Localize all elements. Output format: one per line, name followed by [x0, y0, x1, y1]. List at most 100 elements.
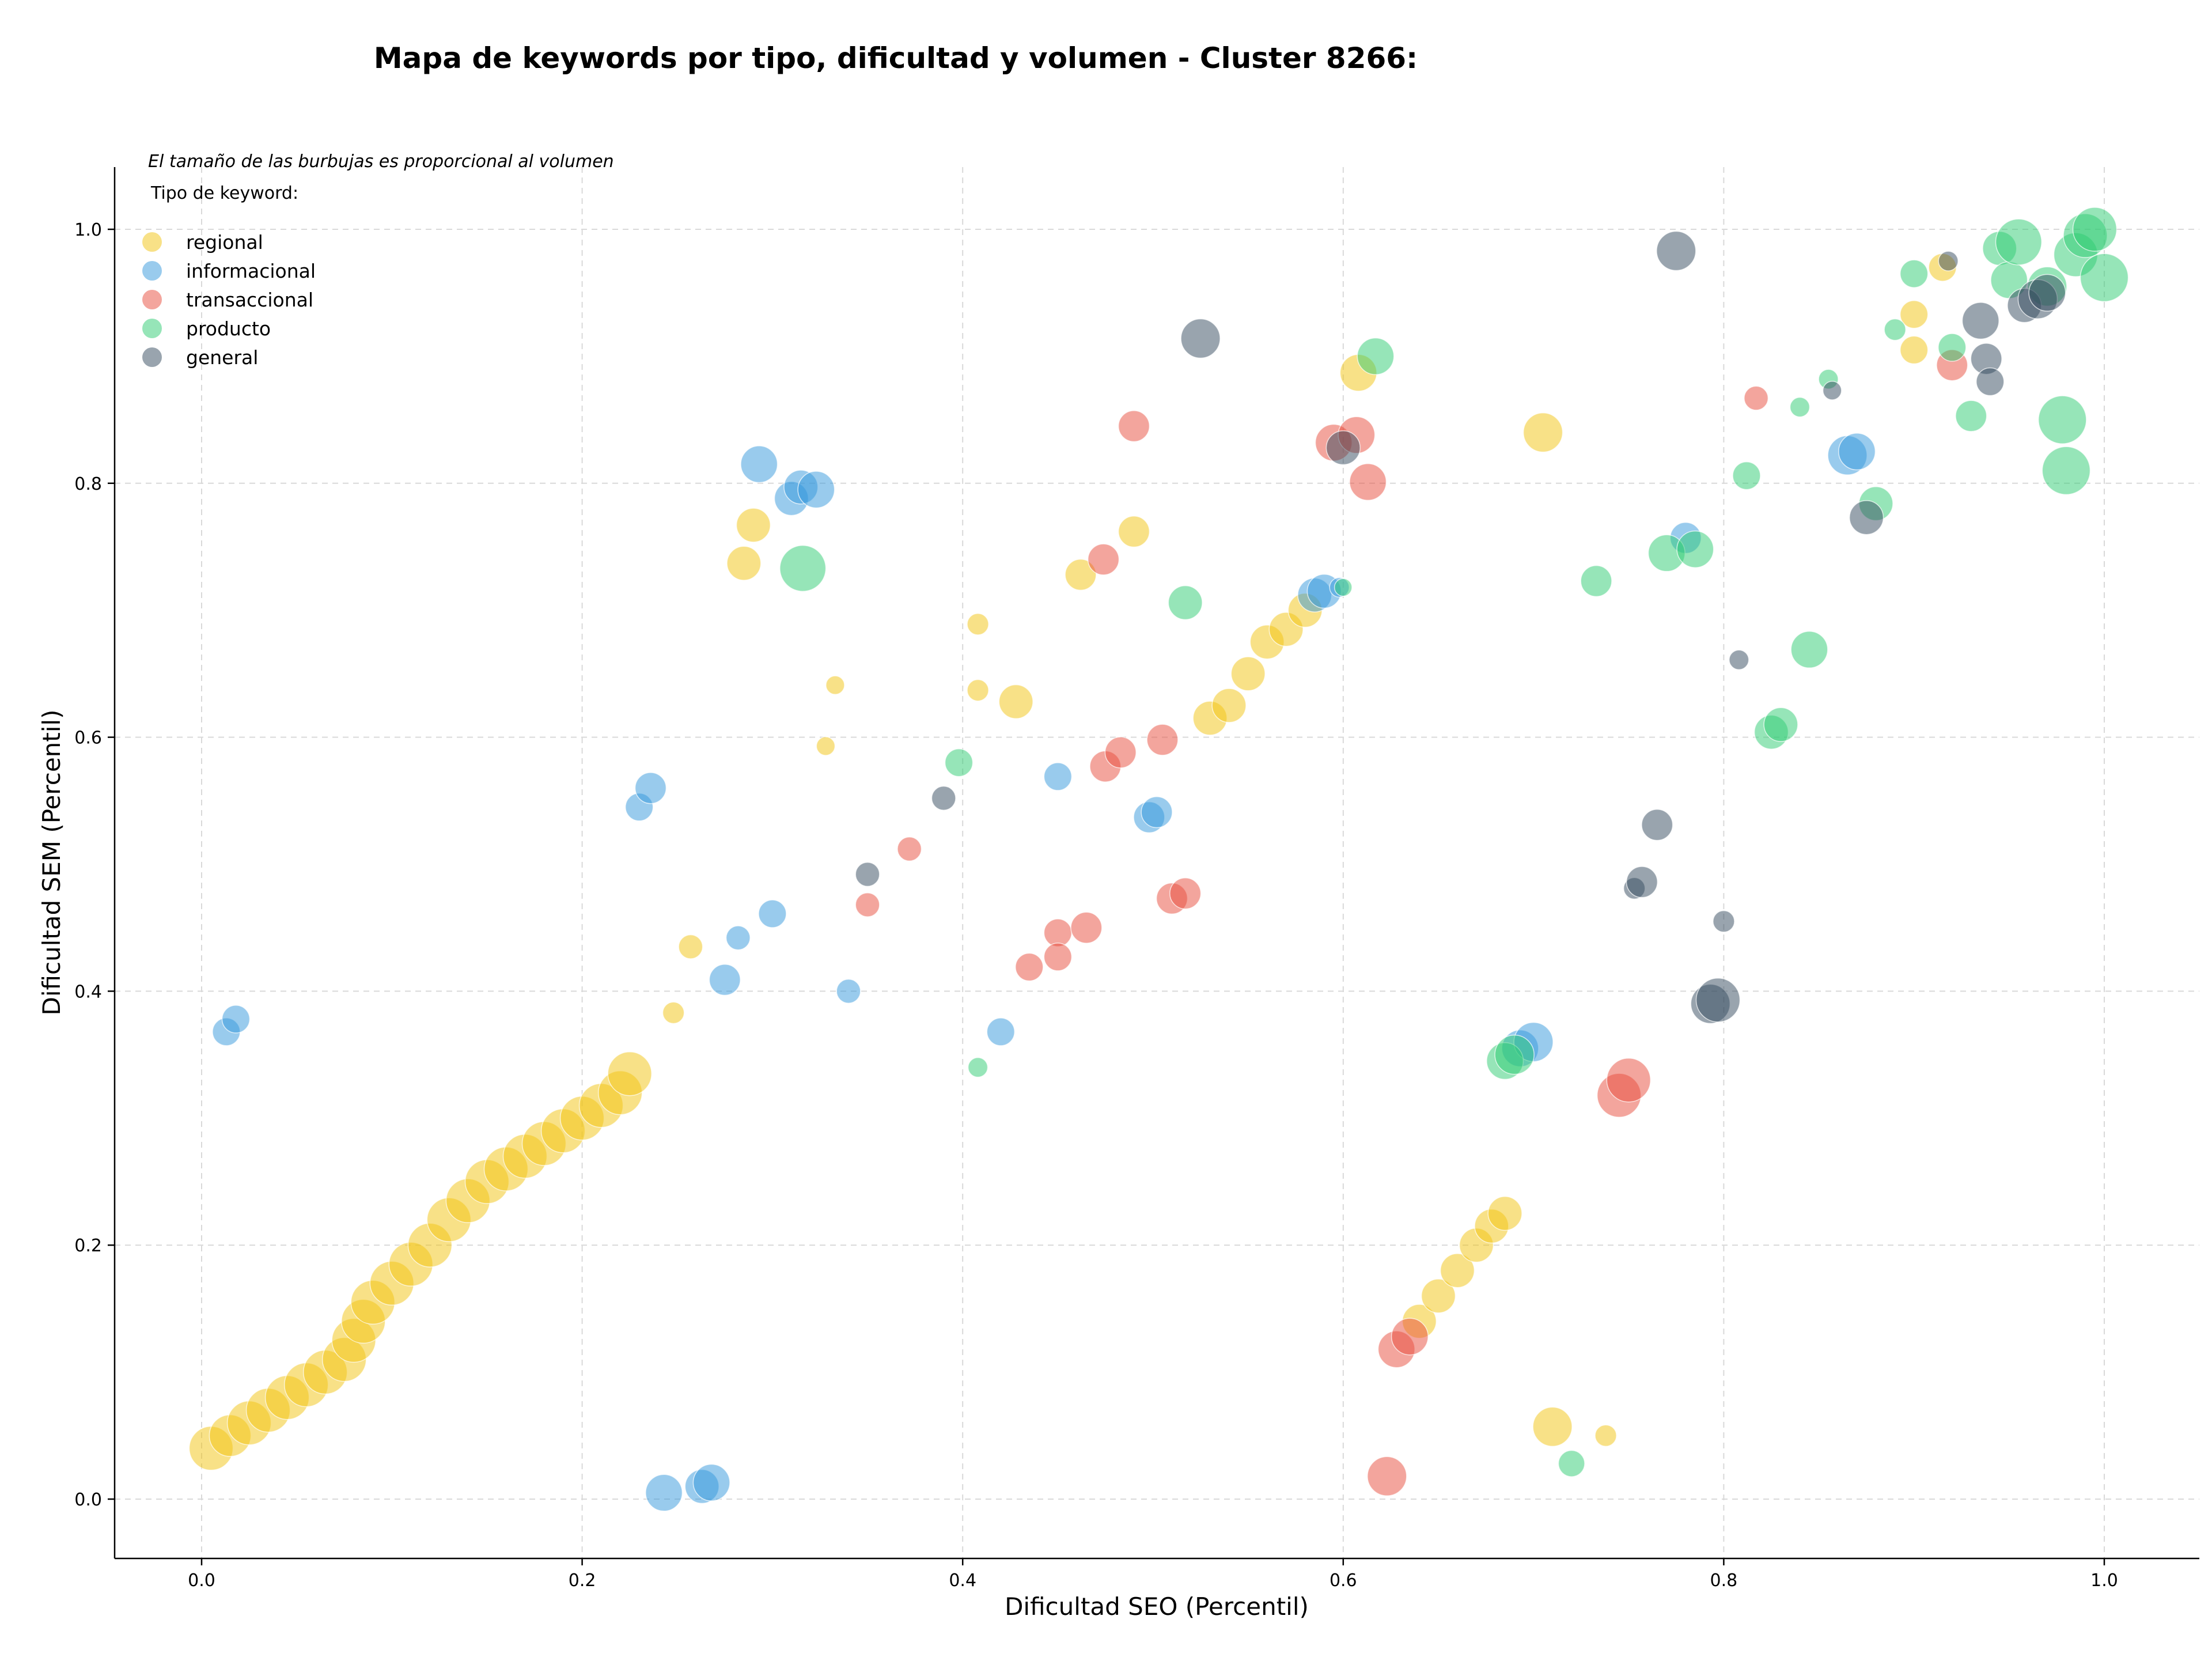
bubble-regional: [1899, 335, 1929, 365]
bubble-regional: [662, 1001, 685, 1024]
y-tick-label: 0.2: [74, 1236, 102, 1256]
bubble-size-note: El tamaño de las burbujas es proporciona…: [148, 152, 614, 172]
bubble-regional: [825, 675, 845, 695]
bubble-regional: [967, 679, 989, 702]
bubble-general: [1325, 430, 1361, 466]
bubble-transaccional: [1367, 1456, 1407, 1497]
x-tick-label: 0.4: [949, 1571, 976, 1591]
legend: Tipo de keyword: regional informacional tr…: [142, 183, 316, 369]
bubble-regional: [1421, 1278, 1456, 1314]
bubble-regional: [1522, 412, 1563, 453]
bubble-transaccional: [1118, 410, 1150, 442]
bubble-transaccional: [1391, 1318, 1429, 1356]
bubble-general: [1961, 302, 1999, 340]
bubble-transaccional: [1043, 918, 1073, 947]
bubble-general: [1641, 809, 1673, 841]
bubble-producto: [1763, 707, 1798, 742]
series-regional: [188, 253, 1957, 1471]
y-tick-label: 1.0: [74, 220, 102, 240]
bubble-general: [855, 862, 880, 887]
bubble-regional: [1487, 1195, 1522, 1231]
y-tick-label: 0.4: [74, 982, 102, 1002]
bubble-transaccional: [1146, 724, 1179, 756]
bubble-regional: [1065, 558, 1097, 591]
legend-marker: [142, 290, 162, 309]
bubble-informacional: [725, 925, 751, 951]
bubble-producto: [2041, 446, 2091, 495]
bubbles: [188, 207, 2129, 1512]
bubble-producto: [1357, 337, 1395, 375]
legend-marker: [142, 261, 162, 281]
bubble-regional: [678, 934, 703, 959]
bubble-producto: [1558, 1450, 1585, 1477]
bubble-producto: [1732, 461, 1761, 490]
bubble-producto: [779, 544, 827, 592]
bubble-transaccional: [1087, 543, 1120, 576]
bubble-regional: [726, 546, 762, 581]
axes: [113, 167, 2199, 1560]
bubble-transaccional: [1043, 943, 1073, 971]
bubble-general: [1976, 367, 2005, 396]
bubble-informacional: [221, 1005, 251, 1034]
bubble-producto: [967, 1057, 988, 1078]
legend-item-regional: regional: [142, 231, 263, 253]
chart-title: Mapa de keywords por tipo, dificultad y …: [374, 41, 1418, 75]
bubble-regional: [1440, 1253, 1475, 1288]
bubble-informacional: [1141, 796, 1173, 828]
bubble-informacional: [1838, 433, 1876, 471]
bubble-regional: [736, 508, 771, 543]
bubble-general: [1713, 910, 1735, 933]
y-tick-label: 0.8: [74, 474, 102, 494]
y-tick-label: 0.0: [74, 1490, 102, 1510]
bubble-producto: [1938, 333, 1967, 362]
legend-title: Tipo de keyword:: [150, 183, 298, 203]
bubble-informacional: [986, 1017, 1016, 1046]
bubble-producto: [1790, 630, 1828, 669]
ticks: 0.0 0.2 0.4 0.6 0.8 1.0 0.0 0.2 0.4 0.6 0.8 1.0: [74, 220, 2118, 1591]
bubble-regional: [1899, 300, 1929, 329]
bubble-producto: [944, 748, 974, 777]
bubble-informacional: [758, 899, 787, 928]
bubble-producto: [2080, 253, 2129, 302]
legend-marker: [142, 319, 162, 338]
bubble-informacional: [797, 471, 835, 509]
bubble-producto: [1955, 400, 1987, 432]
bubble-transaccional: [1349, 463, 1387, 501]
bubble-producto: [1580, 565, 1612, 597]
bubble-general: [1822, 381, 1842, 400]
bubble-transaccional: [1606, 1057, 1652, 1103]
bubble-transaccional: [1015, 952, 1044, 982]
bubble-regional: [1211, 688, 1247, 723]
bubble-informacional: [1043, 762, 1073, 791]
bubble-transaccional: [1104, 736, 1137, 769]
bubble-producto: [1494, 1034, 1535, 1075]
x-tick-label: 1.0: [2090, 1571, 2118, 1591]
y-axis-label: Dificultad SEM (Percentil): [37, 710, 66, 1016]
series-informacional: [212, 433, 1876, 1512]
x-axis-label: Dificultad SEO (Percentil): [1005, 1592, 1309, 1621]
legend-item-general: general: [142, 346, 258, 369]
legend-item-producto: producto: [142, 317, 271, 340]
bubble-informacional: [709, 963, 741, 996]
bubble-transaccional: [1744, 385, 1769, 411]
bubble-transaccional: [1169, 877, 1202, 910]
y-tick-label: 0.6: [74, 728, 102, 748]
bubble-informacional: [634, 772, 667, 804]
bubble-regional: [1118, 515, 1150, 548]
bubble-producto: [1884, 318, 1907, 341]
x-tick-label: 0.6: [1330, 1571, 1357, 1591]
bubble-regional: [607, 1051, 652, 1096]
bubble-general: [931, 785, 956, 811]
bubble-general: [2028, 274, 2066, 312]
bubble-informacional: [836, 978, 861, 1004]
legend-label: general: [186, 346, 258, 369]
grid: [115, 167, 2199, 1558]
bubble-transaccional: [855, 892, 880, 918]
bubble-producto: [2072, 207, 2118, 252]
legend-label: transaccional: [186, 289, 313, 311]
bubble-transaccional: [897, 837, 922, 862]
bubble-regional: [1594, 1424, 1617, 1447]
bubble-general: [1729, 649, 1749, 670]
bubble-producto: [1168, 585, 1203, 620]
